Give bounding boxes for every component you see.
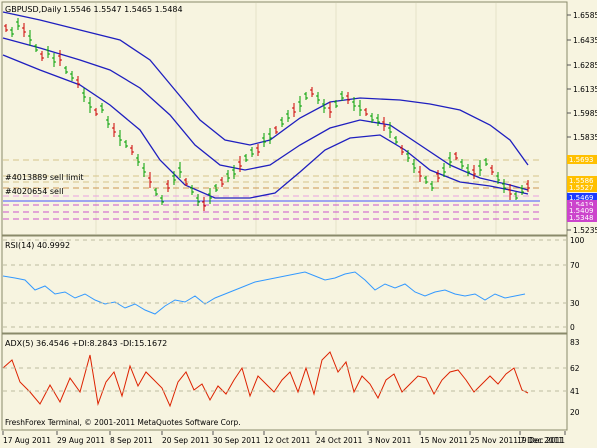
price-box-label: 1.5348 <box>569 214 594 222</box>
date-axis: 17 Aug 2011 29 Aug 2011 8 Sep 2011 20 Sep 2… <box>2 431 566 445</box>
date-label: 25 Nov 2011 <box>470 436 518 445</box>
price-box-label: 1.5469 <box>569 194 594 202</box>
adx-path <box>2 351 529 408</box>
adx-label: ADX(5) 36.4546 +DI:8.2843 -DI:15.1672 <box>5 339 167 348</box>
rsi-label: RSI(14) 40.9992 <box>5 241 70 250</box>
price-box <box>567 200 597 209</box>
date-label: 17 Aug 2011 <box>3 436 51 445</box>
lower-band <box>2 54 529 199</box>
copyright-text: FreshForex Terminal, © 2001-2011 MetaQuo… <box>5 418 241 427</box>
price-box-label: 1.5586 <box>569 177 594 185</box>
date-label: 30 Sep 2011 <box>213 436 261 445</box>
price-tick-label: 1.5985 <box>573 109 597 118</box>
rsi-path <box>2 271 526 315</box>
order-label-2: #4020654 sell <box>5 187 63 196</box>
date-label: 8 Sep 2011 <box>110 436 153 445</box>
main-panel-frame <box>1 1 568 236</box>
order-label-1: #4013889 sell limit <box>5 173 84 182</box>
date-label: 29 Aug 2011 <box>57 436 105 445</box>
price-bars <box>4 18 530 211</box>
date-label: 24 Oct 2011 <box>316 436 363 445</box>
adx-line <box>2 351 529 408</box>
price-box-label: 1.5419 <box>569 201 594 209</box>
price-box <box>567 193 597 202</box>
price-tick-label: 1.6135 <box>573 85 597 94</box>
price-box <box>567 213 597 222</box>
adx-panel-frame <box>1 333 568 431</box>
adx-level-label: 83 <box>570 338 580 347</box>
price-box-label: 1.5527 <box>569 184 594 192</box>
date-label: 19 Dec 2011 <box>517 436 565 445</box>
price-tick-label: 1.6285 <box>573 61 597 70</box>
rsi-level-label: 0 <box>570 323 575 332</box>
middle-band <box>2 37 529 191</box>
price-box <box>567 183 597 192</box>
adx-axis: 83 62 41 20 <box>3 338 580 417</box>
symbol-title: GBPUSD,Daily <box>5 5 62 14</box>
rsi-panel-frame <box>1 235 568 334</box>
price-tick-label: 1.5835 <box>573 133 597 142</box>
price-box <box>567 176 597 185</box>
price-grid <box>95 3 497 234</box>
adx-level-label: 41 <box>570 387 580 396</box>
rsi-level-label: 30 <box>570 299 580 308</box>
ohlc-values: 1.5546 1.5547 1.5465 1.5484 <box>63 5 183 14</box>
date-label: 3 Nov 2011 <box>368 436 411 445</box>
price-tick-label: 1.6585 <box>573 11 597 20</box>
order-lines <box>3 159 540 220</box>
rsi-line <box>2 271 526 315</box>
date-label: 20 Sep 2011 <box>162 436 210 445</box>
rsi-axis: 100 70 30 0 <box>3 236 585 332</box>
price-tick-label: 1.5235 <box>573 226 597 235</box>
adx-level-label: 62 <box>570 364 580 373</box>
date-label: 15 Nov 2011 <box>420 436 468 445</box>
price-box-label: 1.5409 <box>569 207 594 215</box>
date-label: 7 Dec 2011 <box>520 436 563 445</box>
price-box <box>567 155 597 164</box>
adx-level-label: 20 <box>570 408 580 417</box>
rsi-level-label: 100 <box>570 236 585 245</box>
date-label: 12 Oct 2011 <box>264 436 311 445</box>
price-tick-label: 1.6435 <box>573 36 597 45</box>
envelope-bands <box>2 11 529 199</box>
rsi-level-label: 70 <box>570 261 580 270</box>
price-box <box>567 206 597 215</box>
price-box-label: 1.5693 <box>569 156 594 164</box>
